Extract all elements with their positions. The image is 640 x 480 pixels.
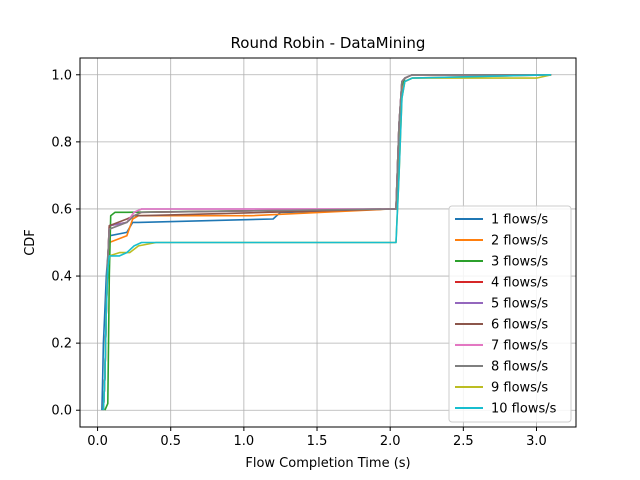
y-axis-title: CDF [23, 229, 38, 256]
legend-label: 6 flows/s [491, 318, 548, 333]
legend-label: 5 flows/s [491, 297, 548, 312]
legend-label: 9 flows/s [491, 381, 548, 396]
x-tick-label: 1.0 [234, 434, 255, 449]
y-tick-label: 0.8 [51, 135, 72, 150]
legend-label: 2 flows/s [491, 234, 548, 249]
legend-label: 1 flows/s [491, 213, 548, 228]
legend-label: 8 flows/s [491, 360, 548, 375]
x-tick-label: 0.0 [87, 434, 108, 449]
axis-ticks: 0.0 0.5 1.0 1.5 2.0 2.5 3.0 0.0 0.2 0.4 0.6 0.8 1.0 [51, 68, 547, 449]
y-tick-label: 0.2 [51, 337, 72, 352]
legend-label: 10 flows/s [491, 402, 557, 417]
axes-frame [79, 57, 577, 428]
y-tick-label: 0.0 [51, 404, 72, 419]
y-tick-label: 0.4 [51, 270, 72, 285]
legend-label: 7 flows/s [491, 339, 548, 354]
y-tick-label: 1.0 [51, 68, 72, 83]
legend-label: 3 flows/s [491, 255, 548, 270]
legend: 1 flows/s 2 flows/s 3 flows/s 4 flows/s 5 fl… [448, 205, 572, 423]
x-tick-label: 1.5 [307, 434, 328, 449]
x-tick-label: 2.0 [380, 434, 401, 449]
x-axis-title: Flow Completion Time (s) [245, 456, 410, 471]
x-tick-label: 3.0 [526, 434, 547, 449]
legend-label: 4 flows/s [491, 276, 548, 291]
series-line-10 [102, 74, 552, 411]
x-tick-label: 0.5 [160, 434, 181, 449]
y-tick-label: 0.6 [51, 202, 72, 217]
chart-title: Round Robin - DataMining [231, 34, 426, 52]
series-lines [101, 74, 552, 411]
x-tick-label: 2.5 [453, 434, 474, 449]
